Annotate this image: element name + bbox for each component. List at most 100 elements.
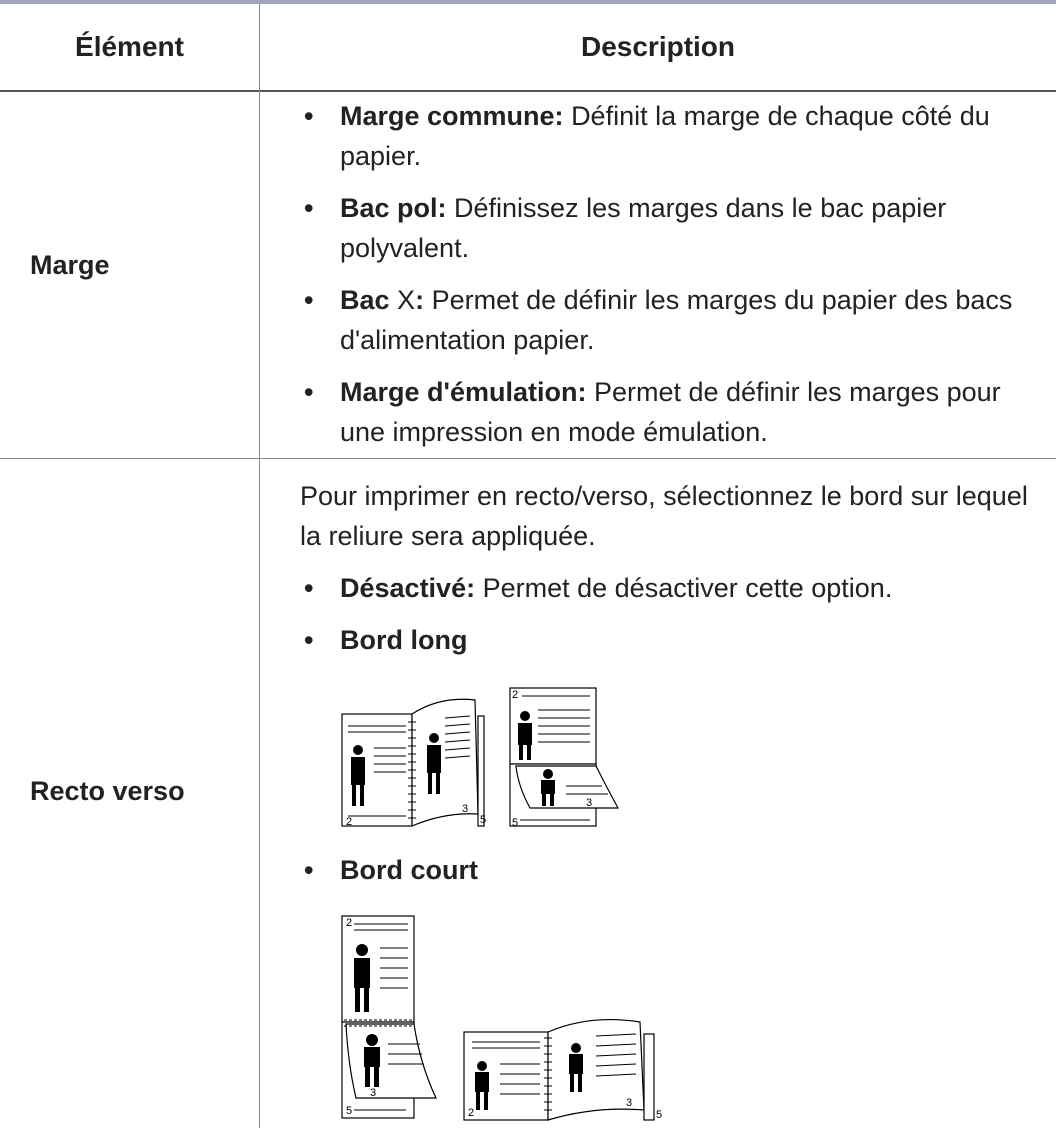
spiral [344, 1019, 414, 1027]
bullet: Bord court [300, 850, 1040, 890]
graphic [518, 723, 532, 745]
page-number: 5 [480, 814, 486, 826]
page-number: 5 [512, 817, 518, 829]
bullet: Désactivé: Permet de désactiver cette op… [300, 568, 1040, 608]
page-number: 3 [462, 803, 468, 815]
top-rule [0, 0, 1056, 4]
figure-icon [354, 944, 370, 1012]
graphic [569, 1054, 583, 1074]
graphic [352, 784, 356, 806]
term: Bord court [340, 855, 478, 885]
graphic [360, 784, 364, 806]
page [477, 715, 485, 827]
bullet: Marge d'émulation: Permet de définir les… [300, 372, 1040, 452]
graphic [364, 988, 369, 1012]
term: Bord long [340, 625, 468, 655]
graphic [484, 1092, 488, 1110]
graphic [571, 1043, 581, 1053]
variable: X [397, 285, 416, 315]
graphic [444, 715, 471, 719]
text: Définit la marge de chaque côté du papie… [340, 101, 990, 171]
page-number: 2 [346, 917, 352, 929]
graphic [595, 1043, 637, 1047]
graphic [366, 1034, 378, 1046]
spiral [544, 1037, 552, 1111]
graphic [476, 1092, 480, 1110]
graphic [356, 944, 368, 956]
header-cell: Description [260, 4, 1056, 92]
long-edge-figure: 2 3 5 2 3 5 [341, 687, 620, 829]
figure-icon [351, 745, 365, 806]
text: Permet de définir les marges du papier d… [340, 285, 1013, 355]
page-number: 3 [370, 1087, 376, 1099]
page-number: 2 [512, 689, 518, 701]
term: Marge commune: [340, 101, 564, 131]
bullet: Bord long [300, 620, 1040, 660]
graphic [351, 757, 365, 785]
graphic [477, 1061, 487, 1071]
page-number: 3 [586, 797, 592, 809]
term: Marge d'émulation: [340, 377, 587, 407]
column-divider [259, 4, 260, 1128]
page-number: 3 [626, 1097, 632, 1109]
graphic [519, 744, 523, 760]
term: Bac pol: [340, 193, 447, 223]
graphic [595, 1073, 637, 1077]
header-text: Description [580, 31, 736, 62]
graphic [354, 958, 370, 988]
graphic [427, 745, 441, 773]
bullet: Bac X: Permet de définir les marges du p… [300, 280, 1040, 360]
graphic [429, 733, 439, 743]
graphic [444, 731, 471, 735]
graphic [527, 744, 531, 760]
page [345, 1023, 437, 1099]
text-lines [520, 695, 608, 821]
graphic [550, 794, 554, 806]
graphic [595, 1063, 637, 1067]
description: Bord court [300, 850, 1040, 902]
graphic [365, 1067, 370, 1087]
header-cell: Élément [0, 4, 259, 92]
page [341, 713, 413, 827]
text: Permet de définir les marges pour une im… [340, 377, 1001, 447]
header-text: Élément [75, 31, 184, 62]
figure-icon [569, 1043, 583, 1092]
graphic [436, 772, 440, 794]
graphic [444, 747, 471, 751]
graphic [374, 1067, 379, 1087]
figure-icon [364, 1034, 380, 1087]
page [643, 1033, 655, 1121]
term: Bac [340, 285, 390, 315]
intro: Pour imprimer en recto/verso, sélectionn… [300, 481, 1028, 551]
page-number: 2 [346, 816, 352, 828]
text-lines [472, 1033, 637, 1095]
graphic [355, 988, 360, 1012]
bullet: Bac pol: Définissez les marges dans le b… [300, 188, 1040, 268]
term: Désactivé: [340, 573, 476, 603]
spiral [408, 714, 416, 826]
bullet: Marge commune: Définit la marge de chaqu… [300, 96, 1040, 176]
figure-icon [518, 711, 532, 760]
graphic [578, 1074, 582, 1092]
graphic [408, 721, 416, 819]
page [515, 765, 620, 809]
page-number: 5 [656, 1109, 662, 1121]
text-lines [354, 923, 424, 1111]
graphic [364, 1047, 380, 1067]
graphic [353, 745, 363, 755]
page-number: 2 [468, 1107, 474, 1119]
figure-icon [475, 1061, 489, 1110]
text: Permet de désactiver cette option. [482, 573, 893, 603]
row-divider [0, 458, 1056, 459]
graphic [543, 769, 553, 779]
short-edge-figure: 2 3 5 2 3 5 [341, 915, 662, 1121]
graphic [542, 794, 546, 806]
graphic [595, 1053, 637, 1057]
graphic [444, 739, 471, 743]
graphic [444, 723, 471, 727]
graphic [520, 711, 530, 721]
item-label: Recto verso [30, 776, 185, 806]
graphic [541, 780, 555, 794]
term-end: : [415, 285, 425, 315]
